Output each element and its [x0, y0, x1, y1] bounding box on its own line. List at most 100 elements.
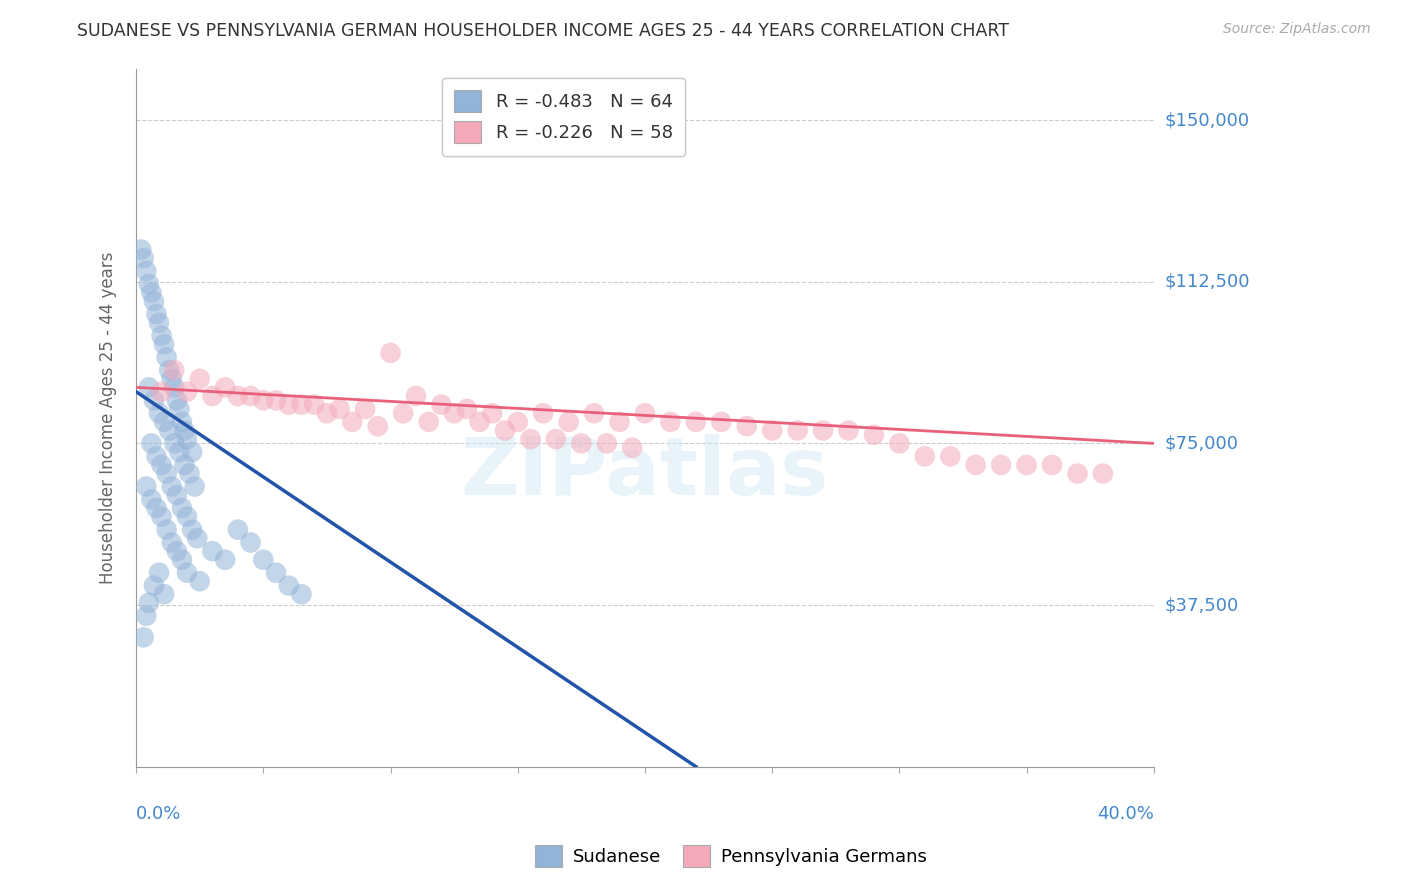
- Point: [181, 445, 204, 459]
- Point: [214, 553, 236, 567]
- Point: [148, 316, 170, 330]
- Point: [239, 535, 262, 549]
- Point: [354, 401, 377, 416]
- Point: [135, 264, 157, 278]
- Point: [173, 424, 195, 438]
- Point: [138, 380, 160, 394]
- Point: [531, 406, 554, 420]
- Point: [142, 579, 165, 593]
- Point: [156, 523, 179, 537]
- Point: [170, 501, 193, 516]
- Point: [138, 277, 160, 291]
- Point: [914, 450, 936, 464]
- Point: [135, 479, 157, 493]
- Point: [277, 398, 299, 412]
- Point: [569, 436, 592, 450]
- Point: [188, 574, 211, 589]
- Point: [418, 415, 440, 429]
- Text: $150,000: $150,000: [1166, 112, 1250, 129]
- Point: [169, 445, 191, 459]
- Text: Source: ZipAtlas.com: Source: ZipAtlas.com: [1223, 22, 1371, 37]
- Point: [392, 406, 415, 420]
- Point: [188, 372, 211, 386]
- Point: [166, 393, 188, 408]
- Point: [1040, 458, 1063, 472]
- Point: [990, 458, 1012, 472]
- Point: [735, 419, 758, 434]
- Point: [481, 406, 503, 420]
- Text: ZIPatlas: ZIPatlas: [461, 434, 830, 512]
- Point: [290, 587, 312, 601]
- Point: [176, 432, 198, 446]
- Point: [342, 415, 364, 429]
- Point: [290, 398, 312, 412]
- Point: [659, 415, 682, 429]
- Text: SUDANESE VS PENNSYLVANIA GERMAN HOUSEHOLDER INCOME AGES 25 - 44 YEARS CORRELATIO: SUDANESE VS PENNSYLVANIA GERMAN HOUSEHOL…: [77, 22, 1010, 40]
- Text: $37,500: $37,500: [1166, 596, 1239, 614]
- Point: [761, 424, 783, 438]
- Point: [544, 432, 567, 446]
- Point: [621, 441, 644, 455]
- Point: [160, 535, 183, 549]
- Point: [811, 424, 834, 438]
- Point: [157, 363, 180, 377]
- Point: [264, 566, 287, 580]
- Point: [430, 398, 453, 412]
- Point: [166, 544, 188, 558]
- Point: [186, 531, 208, 545]
- Point: [316, 406, 339, 420]
- Point: [145, 307, 167, 321]
- Point: [252, 393, 274, 408]
- Point: [609, 415, 631, 429]
- Point: [170, 553, 193, 567]
- Point: [201, 389, 224, 403]
- Point: [456, 401, 478, 416]
- Point: [153, 415, 176, 429]
- Point: [141, 492, 163, 507]
- Point: [150, 384, 173, 399]
- Point: [685, 415, 707, 429]
- Point: [150, 328, 173, 343]
- Point: [153, 337, 176, 351]
- Point: [166, 488, 188, 502]
- Point: [135, 608, 157, 623]
- Point: [329, 401, 352, 416]
- Point: [837, 424, 859, 438]
- Point: [468, 415, 491, 429]
- Point: [173, 458, 195, 472]
- Point: [156, 350, 179, 364]
- Point: [176, 384, 198, 399]
- Point: [506, 415, 529, 429]
- Point: [176, 566, 198, 580]
- Point: [367, 419, 389, 434]
- Point: [141, 285, 163, 300]
- Point: [519, 432, 541, 446]
- Point: [160, 372, 183, 386]
- Point: [141, 436, 163, 450]
- Point: [142, 393, 165, 408]
- Point: [494, 424, 516, 438]
- Point: [1015, 458, 1038, 472]
- Point: [148, 406, 170, 420]
- Point: [132, 630, 155, 644]
- Point: [939, 450, 962, 464]
- Point: [129, 243, 152, 257]
- Point: [277, 579, 299, 593]
- Point: [226, 523, 249, 537]
- Point: [1066, 467, 1088, 481]
- Point: [169, 401, 191, 416]
- Text: 0.0%: 0.0%: [136, 805, 181, 823]
- Point: [157, 424, 180, 438]
- Legend: R = -0.483   N = 64, R = -0.226   N = 58: R = -0.483 N = 64, R = -0.226 N = 58: [441, 78, 686, 156]
- Point: [226, 389, 249, 403]
- Point: [181, 523, 204, 537]
- Point: [150, 458, 173, 472]
- Point: [634, 406, 657, 420]
- Point: [142, 294, 165, 309]
- Point: [252, 553, 274, 567]
- Point: [965, 458, 987, 472]
- Point: [163, 363, 186, 377]
- Point: [239, 389, 262, 403]
- Point: [710, 415, 733, 429]
- Point: [145, 501, 167, 516]
